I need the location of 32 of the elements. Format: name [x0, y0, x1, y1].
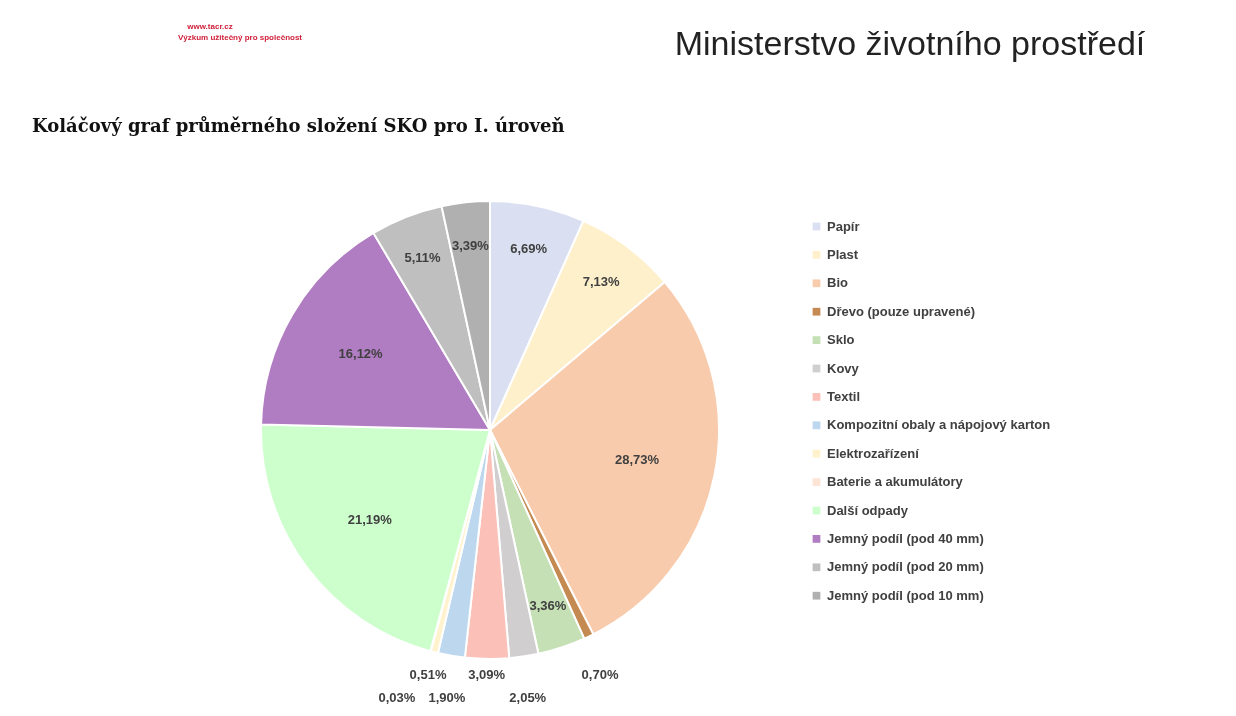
data-label: 28,73%: [614, 451, 660, 467]
text: Výzkum užitečný pro společnost: [177, 33, 303, 42]
legend-label: Sklo: [827, 332, 855, 348]
text: Ministerstvo životního prostředí: [674, 24, 1146, 62]
data-label: 1,90%: [428, 690, 466, 705]
chart-title: Koláčový graf průměrného složení SKO pro I. úroveň: [32, 115, 565, 136]
legend-label: Dřevo (pouze upravené): [827, 303, 976, 319]
legend-label: Jemný podíl (pod 40 mm): [827, 530, 984, 546]
data-label: 0,70%: [581, 667, 619, 682]
data-label: 0,03%: [378, 690, 416, 705]
data-label: 3,36%: [529, 597, 567, 613]
legend-label: Plast: [827, 246, 859, 262]
data-label: 0,51%: [409, 667, 447, 682]
data-label: 2,05%: [509, 690, 547, 705]
data-label: 21,19%: [347, 511, 393, 527]
data-label: 6,69%: [510, 241, 548, 257]
legend-label: Kompozitní obaly a nápojový karton: [827, 417, 1051, 433]
legend-label: Papír: [827, 218, 860, 234]
data-label: 5,11%: [404, 249, 441, 265]
legend-label: Bio: [827, 275, 848, 291]
legend-label: Kovy: [827, 360, 860, 376]
data-label: 7,13%: [582, 274, 620, 290]
legend-label: Elektrozařízení: [827, 445, 920, 461]
text: www.tacr.cz: [186, 22, 233, 31]
data-label: 3,39%: [451, 238, 490, 254]
legend-label: Jemný podíl (pod 20 mm): [827, 559, 984, 575]
legend-label: Další odpady: [827, 502, 909, 518]
data-label: 16,12%: [338, 346, 384, 362]
legend-label: Textil: [827, 388, 860, 404]
legend-label: Baterie a akumulátory: [827, 474, 964, 490]
data-label: 3,09%: [468, 667, 506, 682]
legend-label: Jemný podíl (pod 10 mm): [827, 587, 984, 603]
